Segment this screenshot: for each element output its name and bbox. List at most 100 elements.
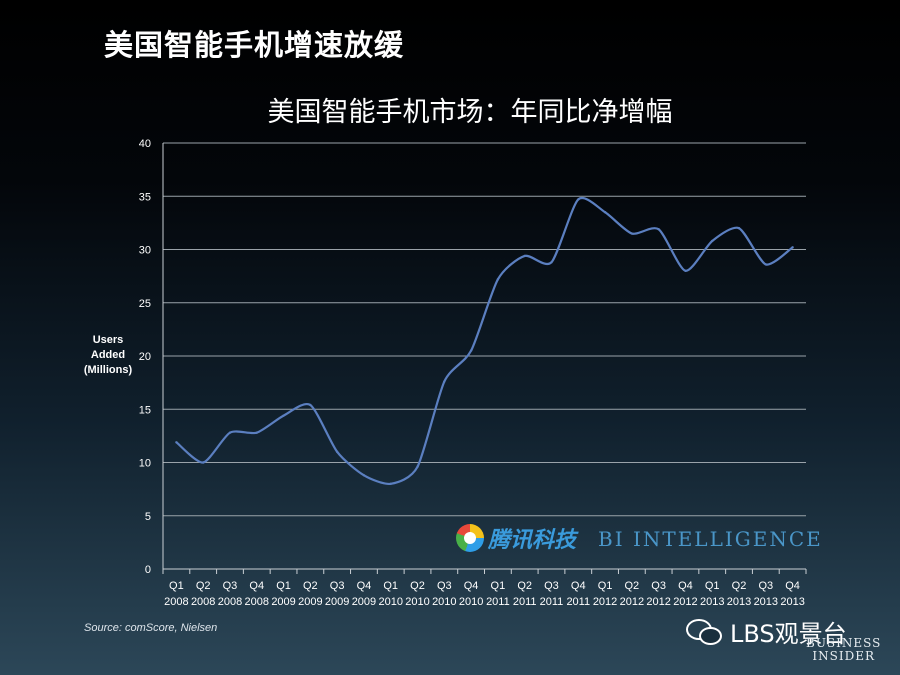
x-tick-label-quarter: Q4 — [357, 580, 372, 592]
data-point — [389, 482, 392, 485]
x-tick-label-quarter: Q2 — [303, 580, 318, 592]
x-tick-label-year: 2012 — [593, 596, 617, 608]
data-point — [737, 227, 741, 230]
y-axis-label: Users Added (Millions) — [74, 333, 142, 378]
data-point — [175, 441, 178, 444]
x-tick-label-quarter: Q3 — [651, 580, 666, 592]
x-tick-label-quarter: Q2 — [732, 580, 747, 592]
data-point — [523, 254, 526, 258]
tencent-watermark: 腾讯科技 — [456, 522, 576, 554]
y-tick-label: 30 — [139, 245, 151, 257]
x-tick-label-quarter: Q3 — [223, 580, 238, 592]
data-point — [764, 263, 768, 266]
x-tick-label-quarter: Q3 — [437, 580, 452, 592]
x-tick-label-year: 2011 — [540, 596, 564, 608]
series-line — [175, 197, 794, 485]
x-tick-label-quarter: Q2 — [410, 580, 425, 592]
x-tick-label-quarter: Q2 — [196, 580, 211, 592]
x-tick-label-quarter: Q1 — [276, 580, 291, 592]
x-tick-label-year: 2012 — [620, 596, 644, 608]
x-tick-label-quarter: Q4 — [785, 580, 800, 592]
tencent-logo-icon — [456, 524, 484, 552]
data-point — [684, 269, 687, 272]
wechat-icon — [686, 617, 726, 647]
y-tick-label: 25 — [139, 298, 151, 310]
y-axis-label-line: (Millions) — [83, 364, 133, 376]
y-tick-label: 0 — [145, 564, 151, 576]
x-tick-label-year: 2009 — [352, 596, 376, 608]
y-tick-label: 10 — [139, 458, 151, 470]
x-tick-label-quarter: Q3 — [758, 580, 773, 592]
x-tick-label-year: 2013 — [700, 596, 724, 608]
chart-title: 美国智能手机市场：年同比净增幅 — [267, 97, 673, 128]
x-tick-label-year: 2011 — [513, 596, 537, 608]
slide-title: 美国智能手机增速放缓 — [104, 28, 405, 62]
x-tick-label-quarter: Q4 — [249, 580, 264, 592]
x-tick-label-year: 2010 — [459, 596, 483, 608]
x-tick-label-year: 2008 — [191, 596, 215, 608]
data-point — [711, 239, 714, 243]
data-point — [282, 414, 285, 417]
x-tick-label-quarter: Q4 — [678, 580, 693, 592]
x-tick-label-year: 2012 — [646, 596, 670, 608]
data-point — [657, 228, 660, 231]
x-tick-label-year: 2009 — [325, 596, 349, 608]
tencent-watermark-text: 腾讯科技 — [488, 528, 577, 553]
business-insider-line: BUSINESS — [806, 636, 882, 650]
x-tick-label-year: 2013 — [780, 596, 804, 608]
x-tick-label-quarter: Q1 — [705, 580, 720, 592]
business-insider-logo: BUSINESS INSIDER — [806, 637, 881, 663]
y-axis-label-line: Users — [92, 334, 124, 346]
x-tick-label-year: 2008 — [245, 596, 269, 608]
x-tick-label-year: 2011 — [486, 596, 510, 608]
bi-intelligence-watermark: BI INTELLIGENCE — [598, 527, 823, 551]
x-tick-label-year: 2010 — [405, 596, 429, 608]
x-tick-label-year: 2009 — [298, 596, 322, 608]
x-tick-label-year: 2013 — [727, 596, 751, 608]
x-tick-label-quarter: Q4 — [464, 580, 479, 592]
x-tick-label-quarter: Q1 — [491, 580, 506, 592]
data-point — [335, 450, 339, 454]
data-point — [469, 349, 473, 352]
data-point — [201, 461, 205, 464]
x-tick-label-quarter: Q1 — [169, 580, 184, 592]
data-point — [309, 403, 312, 407]
x-tick-label-year: 2008 — [164, 596, 188, 608]
x-tick-label-quarter: Q1 — [598, 580, 613, 592]
y-tick-label: 40 — [139, 138, 151, 150]
x-tick-label-year: 2011 — [566, 596, 590, 608]
business-insider-line: INSIDER — [812, 649, 875, 663]
data-point — [550, 261, 553, 264]
y-tick-label: 15 — [139, 404, 151, 416]
data-point — [496, 278, 500, 281]
x-tick-label-quarter: Q2 — [625, 580, 640, 592]
y-tick-label: 20 — [139, 351, 151, 363]
data-point — [255, 431, 258, 434]
x-tick-label-quarter: Q1 — [383, 580, 398, 592]
x-tick-label-year: 2013 — [754, 596, 778, 608]
x-tick-label-quarter: Q2 — [517, 580, 532, 592]
data-point — [228, 431, 232, 434]
x-tick-label-year: 2012 — [673, 596, 697, 608]
data-point — [630, 232, 634, 235]
wechat-watermark: LBS观景台 — [686, 614, 847, 649]
data-point — [603, 211, 607, 214]
source-note: Source: comScore, Nielsen — [84, 622, 218, 634]
x-tick-label-quarter: Q4 — [571, 580, 586, 592]
y-tick-label: 35 — [139, 191, 151, 203]
data-point — [791, 246, 794, 249]
x-tick-label-quarter: Q3 — [330, 580, 345, 592]
wechat-watermark-text: LBS观景台 — [730, 620, 847, 648]
data-point — [416, 465, 419, 468]
y-axis-label-line: Added — [90, 349, 126, 361]
y-tick-label: 5 — [145, 511, 151, 523]
x-tick-label-year: 2010 — [378, 596, 402, 608]
x-tick-label-year: 2009 — [271, 596, 295, 608]
x-tick-label-year: 2008 — [218, 596, 242, 608]
data-point — [362, 474, 366, 477]
x-tick-label-year: 2010 — [432, 596, 456, 608]
data-point — [577, 198, 580, 201]
x-tick-label-quarter: Q3 — [544, 580, 559, 592]
data-point — [443, 380, 446, 383]
